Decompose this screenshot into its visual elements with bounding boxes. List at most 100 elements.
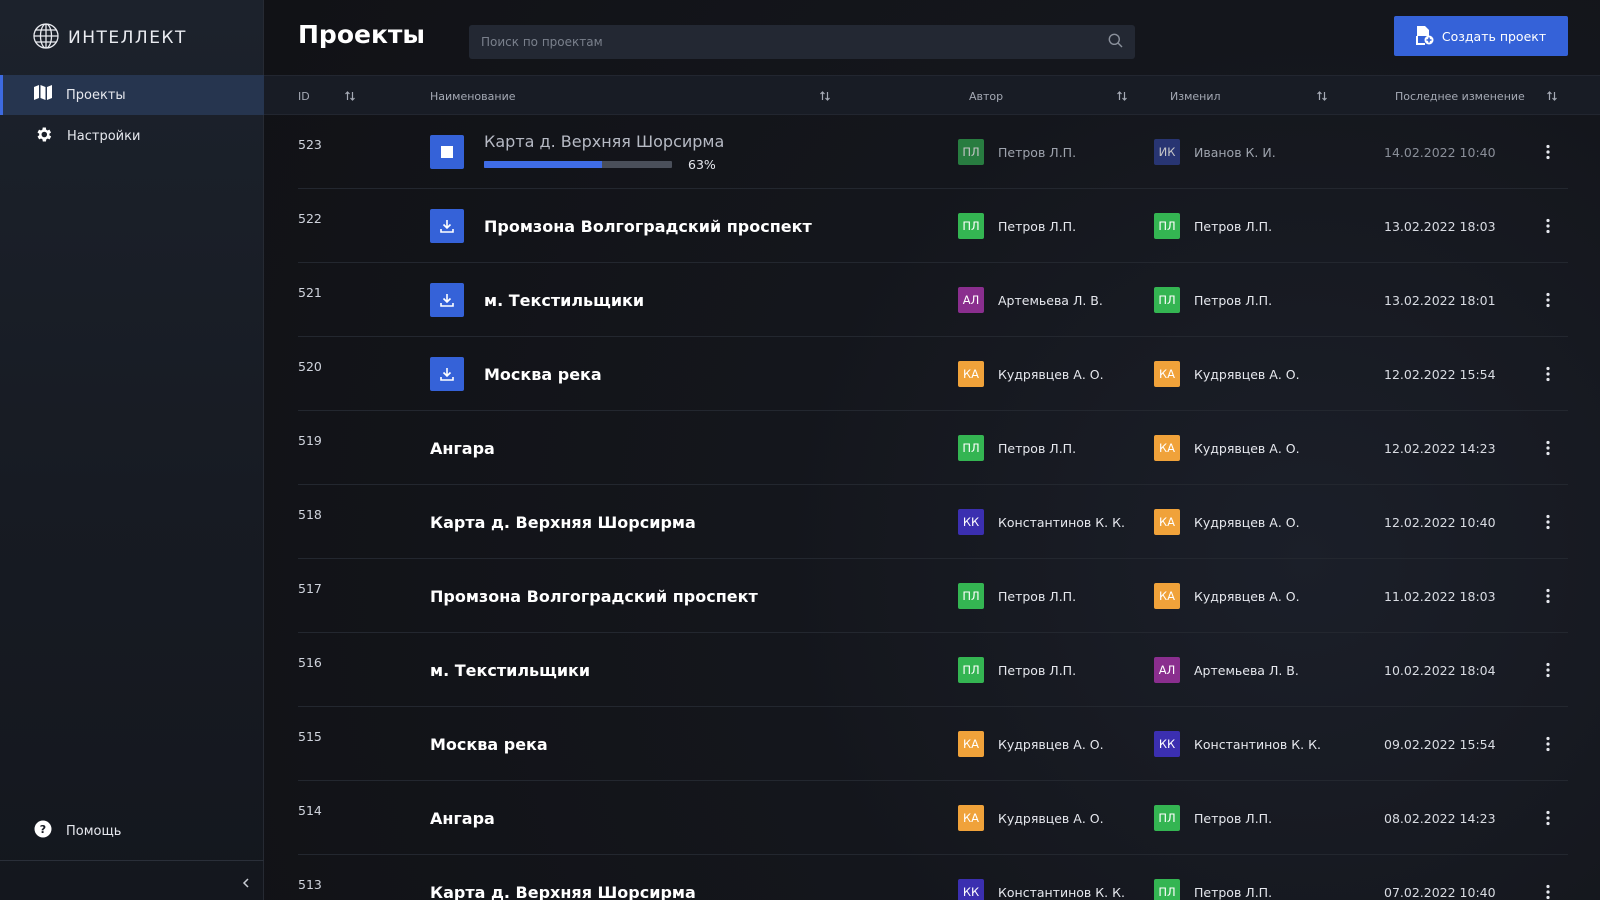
row-menu-button[interactable] bbox=[1538, 805, 1558, 831]
project-name-cell: Ангара bbox=[430, 781, 495, 855]
table-row[interactable]: 519 Ангара ПЛ Петров Л.П. КА Кудрявцев А. О. 1… bbox=[298, 411, 1568, 485]
more-vertical-icon bbox=[1546, 884, 1550, 900]
project-id: 519 bbox=[298, 433, 322, 448]
collapse-sidebar-button[interactable] bbox=[236, 872, 256, 892]
table-row[interactable]: 523 Карта д. Верхняя Шорсирма 63% ПЛ Петров … bbox=[298, 115, 1568, 189]
author-name: Константинов К. К. bbox=[998, 884, 1125, 900]
sort-date-icon[interactable] bbox=[1544, 88, 1560, 104]
project-id: 518 bbox=[298, 507, 322, 522]
sort-editor-icon[interactable] bbox=[1314, 88, 1330, 104]
row-menu-button[interactable] bbox=[1538, 583, 1558, 609]
sidebar-item-settings[interactable]: Настройки bbox=[0, 116, 264, 156]
more-vertical-icon bbox=[1546, 810, 1550, 826]
editor-cell: ПЛ Петров Л.П. bbox=[1154, 263, 1272, 337]
row-menu-button[interactable] bbox=[1538, 731, 1558, 757]
project-id: 513 bbox=[298, 877, 322, 892]
editor-cell: ПЛ Петров Л.П. bbox=[1154, 189, 1272, 263]
download-button[interactable] bbox=[430, 283, 464, 317]
table-row[interactable]: 517 Промзона Волгоградский проспект ПЛ Петр… bbox=[298, 559, 1568, 633]
table-row[interactable]: 515 Москва река КА Кудрявцев А. О. КК Констан… bbox=[298, 707, 1568, 781]
project-id: 520 bbox=[298, 359, 322, 374]
row-menu-button[interactable] bbox=[1538, 139, 1558, 165]
project-name[interactable]: Карта д. Верхняя Шорсирма bbox=[484, 132, 725, 151]
row-menu-button[interactable] bbox=[1538, 287, 1558, 313]
map-icon bbox=[34, 85, 52, 105]
author-name: Петров Л.П. bbox=[998, 662, 1077, 678]
editor-avatar: АЛ bbox=[1154, 657, 1180, 683]
author-cell: ПЛ Петров Л.П. bbox=[958, 189, 1076, 263]
row-menu-button[interactable] bbox=[1538, 879, 1558, 900]
editor-avatar: ПЛ bbox=[1154, 213, 1180, 239]
table-row[interactable]: 520 Москва река КА Кудрявцев А. О. КА Кудрявц… bbox=[298, 337, 1568, 411]
editor-name: Артемьева Л. В. bbox=[1194, 662, 1299, 678]
row-menu-button[interactable] bbox=[1538, 435, 1558, 461]
progress-percent: 63% bbox=[688, 157, 716, 172]
editor-avatar: ПЛ bbox=[1154, 805, 1180, 831]
row-menu-button[interactable] bbox=[1538, 657, 1558, 683]
download-button[interactable] bbox=[430, 357, 464, 391]
author-name: Петров Л.П. bbox=[998, 440, 1077, 456]
author-cell: КК Константинов К. К. bbox=[958, 855, 1125, 900]
table-row[interactable]: 516 м. Текстильщики ПЛ Петров Л.П. АЛ Артемье… bbox=[298, 633, 1568, 707]
project-name[interactable]: Карта д. Верхняя Шорсирма bbox=[430, 512, 696, 532]
project-name[interactable]: Москва река bbox=[484, 364, 602, 384]
author-cell: ПЛ Петров Л.П. bbox=[958, 633, 1076, 707]
more-vertical-icon bbox=[1546, 588, 1550, 604]
download-button[interactable] bbox=[430, 209, 464, 243]
row-menu-button[interactable] bbox=[1538, 509, 1558, 535]
project-name[interactable]: Ангара bbox=[430, 438, 495, 458]
editor-cell: КА Кудрявцев А. О. bbox=[1154, 411, 1300, 485]
create-project-button[interactable]: Создать проект bbox=[1394, 16, 1568, 56]
table-row[interactable]: 522 Промзона Волгоградский проспект ПЛ Петр… bbox=[298, 189, 1568, 263]
main-content: Проекты Создать проект ID bbox=[264, 0, 1600, 900]
project-name[interactable]: Карта д. Верхняя Шорсирма bbox=[430, 882, 696, 900]
table-row[interactable]: 518 Карта д. Верхняя Шорсирма КК Константин… bbox=[298, 485, 1568, 559]
download-icon bbox=[439, 218, 455, 234]
sidebar-item-help[interactable]: ? Помощь bbox=[0, 811, 264, 851]
project-name[interactable]: Москва река bbox=[430, 734, 548, 754]
table-row[interactable]: 521 м. Текстильщики АЛ Артемьева Л. В. ПЛ Пет… bbox=[298, 263, 1568, 337]
author-name: Артемьева Л. В. bbox=[998, 292, 1103, 308]
editor-avatar: КА bbox=[1154, 583, 1180, 609]
table-row[interactable]: 514 Ангара КА Кудрявцев А. О. ПЛ Петров Л.П. 0… bbox=[298, 781, 1568, 855]
project-name[interactable]: м. Текстильщики bbox=[430, 660, 591, 680]
project-name[interactable]: Промзона Волгоградский проспект bbox=[484, 216, 812, 236]
project-name[interactable]: Промзона Волгоградский проспект bbox=[430, 586, 758, 606]
author-name: Петров Л.П. bbox=[998, 218, 1077, 234]
search-box[interactable] bbox=[469, 25, 1135, 59]
sort-author-icon[interactable] bbox=[1114, 88, 1130, 104]
gear-icon bbox=[34, 125, 53, 148]
row-menu-button[interactable] bbox=[1538, 361, 1558, 387]
sidebar-item-projects[interactable]: Проекты bbox=[0, 75, 264, 115]
add-file-icon bbox=[1415, 25, 1434, 48]
author-avatar: КА bbox=[958, 361, 984, 387]
project-id: 515 bbox=[298, 729, 322, 744]
project-id: 521 bbox=[298, 285, 322, 300]
table-row[interactable]: 513 Карта д. Верхняя Шорсирма КК Константин… bbox=[298, 855, 1568, 900]
globe-icon bbox=[32, 22, 60, 54]
author-name: Кудрявцев А. О. bbox=[998, 810, 1104, 826]
sort-id-icon[interactable] bbox=[342, 88, 358, 104]
column-header-editor: Изменил bbox=[1170, 89, 1221, 103]
sidebar-item-label: Проекты bbox=[66, 87, 126, 103]
author-cell: АЛ Артемьева Л. В. bbox=[958, 263, 1103, 337]
project-name-cell: Промзона Волгоградский проспект bbox=[430, 189, 812, 263]
row-menu-button[interactable] bbox=[1538, 213, 1558, 239]
search-input[interactable] bbox=[481, 35, 1108, 49]
project-name[interactable]: м. Текстильщики bbox=[484, 290, 645, 310]
search-icon[interactable] bbox=[1108, 33, 1123, 52]
table-header: ID Наименование Автор Изменил Последнее … bbox=[264, 75, 1600, 115]
editor-cell: АЛ Артемьева Л. В. bbox=[1154, 633, 1299, 707]
project-name-cell: м. Текстильщики bbox=[430, 263, 644, 337]
stop-button[interactable] bbox=[430, 135, 464, 169]
editor-name: Константинов К. К. bbox=[1194, 736, 1321, 752]
author-name: Петров Л.П. bbox=[998, 588, 1077, 604]
sort-name-icon[interactable] bbox=[817, 88, 833, 104]
last-modified-date: 14.02.2022 10:40 bbox=[1384, 144, 1496, 160]
project-name-cell: Москва река bbox=[430, 707, 548, 781]
author-name: Кудрявцев А. О. bbox=[998, 736, 1104, 752]
author-avatar: КК bbox=[958, 509, 984, 535]
project-name[interactable]: Ангара bbox=[430, 808, 495, 828]
author-avatar: ПЛ bbox=[958, 657, 984, 683]
